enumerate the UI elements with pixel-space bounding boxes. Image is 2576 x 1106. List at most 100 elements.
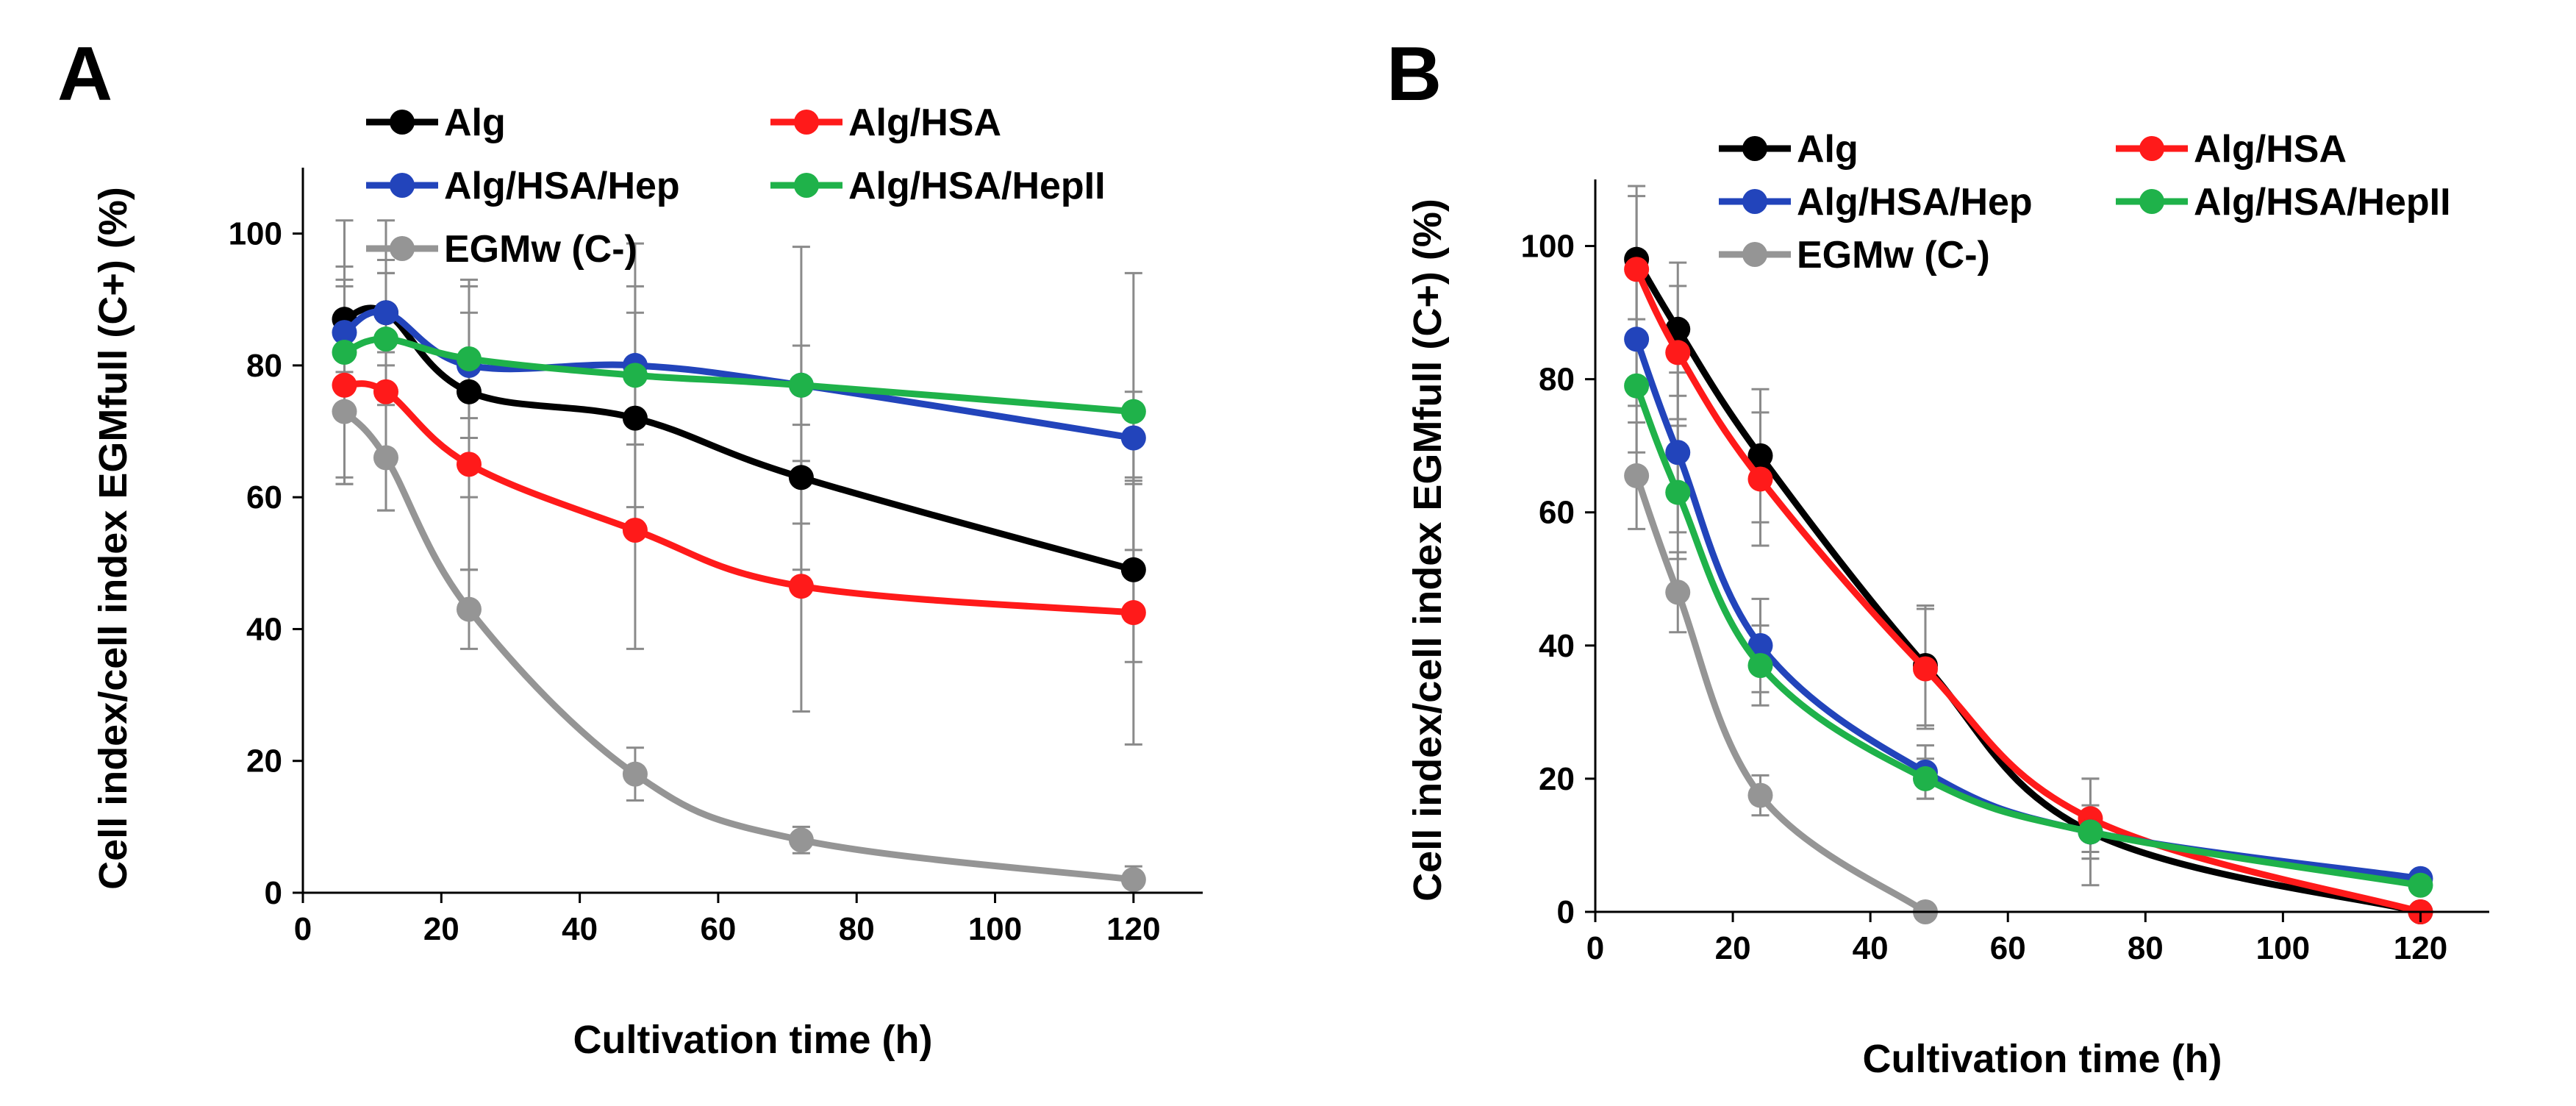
legend-marker (1742, 189, 1767, 214)
data-point (1624, 257, 1650, 282)
data-point (788, 574, 814, 599)
legend-label: Alg/HSA/HepII (2194, 181, 2451, 224)
panel-b-plot: 0 20 40 60 80 100 120 0 20 40 60 80 100 (1521, 179, 2489, 966)
data-point (1665, 440, 1691, 465)
data-point (1624, 463, 1650, 488)
legend-marker (794, 110, 819, 135)
panel-a-series-alg (332, 300, 1146, 582)
panel-a-plot: 0 20 40 60 80 100 120 0 20 40 60 80 100 (229, 168, 1203, 947)
data-point (622, 518, 648, 543)
data-point (332, 339, 357, 365)
panel-a-errorbars-egmw-c (335, 344, 1142, 894)
panel-a-y-tick-label: 40 (246, 611, 282, 647)
panel-b-y-axis-label: Cell index/cell index EGMfull (C+) (%) (1406, 199, 1450, 902)
panel-a-y-tick-label: 20 (246, 743, 282, 779)
legend-label: Alg/HSA/Hep (1797, 181, 2033, 224)
panel-a-legend-item-alg-hsa: Alg/HSA (770, 101, 1001, 144)
panel-a-x-tick-label: 100 (968, 911, 1022, 947)
panel-a-legend-item-alg: Alg (366, 101, 506, 144)
panel-a-ticks: 0 20 40 60 80 100 120 0 20 40 60 80 100 (229, 216, 1161, 947)
data-point (1624, 373, 1650, 399)
panel-a-legend: Alg Alg/HSA Alg/HSA/Hep Alg/HSA/HepII EG (366, 101, 1106, 271)
data-point (373, 300, 398, 326)
panel-a-y-tick-label: 0 (265, 875, 282, 911)
panel-a-x-tick-label: 40 (562, 911, 598, 947)
panel-a-axes (301, 168, 1203, 894)
panel-b-errorbars-alg-hsa-hepii (1628, 318, 2430, 893)
legend-marker (2139, 189, 2164, 214)
panel-a-x-tick-label: 20 (423, 911, 459, 947)
data-point (1912, 766, 1938, 791)
panel-b-x-tick-label: 80 (2128, 930, 2164, 966)
panel-b-series-alg-hsa-hepii (1624, 373, 2433, 898)
data-point (373, 445, 398, 471)
legend-marker (794, 173, 819, 198)
panel-b-series-alg-hsa-hep (1624, 327, 2433, 891)
data-point (456, 346, 482, 371)
panel-a-y-tick-label: 100 (229, 216, 282, 252)
panel-b-legend-item-alg-hsa: Alg/HSA (2116, 128, 2347, 171)
panel-b-y-tick-label: 80 (1539, 362, 1575, 398)
data-point (456, 596, 482, 622)
panel-b-x-tick-label: 120 (2394, 930, 2447, 966)
data-point (332, 372, 357, 398)
panel-a-x-tick-label: 60 (700, 911, 736, 947)
panel-b-x-tick-label: 60 (1990, 930, 2026, 966)
series-line (1633, 472, 1929, 916)
data-point (456, 452, 482, 477)
panel-a-letter: A (57, 32, 112, 117)
panel-b-legend: Alg Alg/HSA Alg/HSA/Hep Alg/HSA/HepII EG (1719, 128, 2451, 276)
panel-a-errorbars-alg (335, 258, 1142, 663)
panel-b-y-tick-label: 100 (1521, 229, 1575, 265)
panel-b-x-axis-label: Cultivation time (h) (1863, 1037, 2222, 1081)
panel-b-y-tick-label: 0 (1557, 894, 1575, 930)
panel-b-y-tick-label: 60 (1539, 495, 1575, 531)
panel-a-series-egmw-c (332, 399, 1146, 893)
panel-a: A 0 20 40 60 80 100 120 0 20 40 60 80 100 Cultivatio… (57, 32, 1203, 1062)
legend-label: Alg (1797, 128, 1858, 171)
panel-b-errorbars-egmw-c (1628, 421, 1770, 817)
panel-b-series-alg (1624, 246, 2433, 924)
panel-a-x-tick-label: 80 (839, 911, 875, 947)
panel-b-legend-item-egmw: EGMw (C-) (1719, 234, 1990, 276)
data-point (373, 379, 398, 404)
legend-label: EGMw (C-) (444, 228, 637, 271)
data-point (1747, 466, 1773, 492)
panel-a-legend-item-alg-hsa-hep: Alg/HSA/Hep (366, 165, 680, 207)
panel-a-legend-item-egmw: EGMw (C-) (366, 228, 637, 271)
panel-b-y-tick-label: 40 (1539, 628, 1575, 664)
data-point (2078, 819, 2103, 845)
panel-b-x-tick-label: 20 (1715, 930, 1751, 966)
panel-a-y-tick-label: 60 (246, 479, 282, 515)
panel-b-series (1624, 185, 2433, 924)
data-point (788, 827, 814, 853)
legend-label: Alg/HSA (848, 101, 1001, 144)
data-point (1665, 340, 1691, 365)
data-point (1665, 479, 1691, 505)
legend-marker (390, 173, 415, 198)
panel-b-y-tick-label: 20 (1539, 761, 1575, 797)
panel-b-legend-item-alg-hsa-hep: Alg/HSA/Hep (1719, 181, 2033, 224)
data-point (332, 399, 357, 424)
panel-b-legend-item-alg: Alg (1719, 128, 1858, 171)
panel-a-x-axis-label: Cultivation time (h) (573, 1018, 933, 1062)
panel-a-series (332, 219, 1146, 894)
data-point (1747, 782, 1773, 808)
panel-a-x-tick-label: 120 (1106, 911, 1160, 947)
data-point (1747, 652, 1773, 678)
panel-b-x-tick-label: 0 (1586, 930, 1604, 966)
data-point (788, 465, 814, 490)
panel-b-x-tick-label: 40 (1853, 930, 1889, 966)
data-point (456, 379, 482, 404)
panel-b-letter: B (1387, 32, 1442, 117)
panel-a-y-axis-label: Cell index/cell index EGMfull (C+) (%) (91, 187, 135, 890)
legend-label: Alg/HSA/Hep (444, 165, 680, 207)
legend-marker (1742, 242, 1767, 267)
data-point (622, 405, 648, 431)
legend-marker (1742, 136, 1767, 161)
data-point (1747, 632, 1773, 658)
legend-marker (390, 110, 415, 135)
legend-marker (390, 236, 415, 261)
data-point (373, 327, 398, 352)
